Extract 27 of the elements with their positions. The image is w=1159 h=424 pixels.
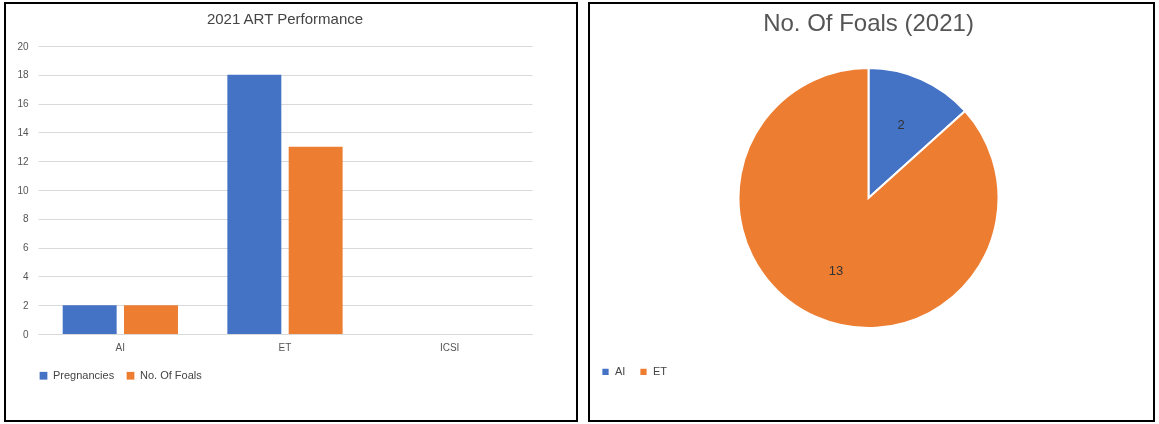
y-tick-label: 6 xyxy=(22,242,29,254)
x-tick-label: ICSI xyxy=(439,341,460,353)
bar xyxy=(124,305,178,334)
y-tick-label: 2 xyxy=(22,299,29,311)
y-tick-label: 12 xyxy=(17,155,29,167)
pie-slice xyxy=(737,67,1000,329)
y-tick-label: 0 xyxy=(22,328,29,340)
bar xyxy=(227,74,282,334)
x-tick-label: ET xyxy=(278,341,292,353)
chart-title: 2021 ART Performance xyxy=(206,10,364,27)
data-label: 13 xyxy=(828,263,844,279)
data-label: 2 xyxy=(897,116,905,132)
y-tick-label: 14 xyxy=(17,126,29,138)
legend-label: AI xyxy=(615,364,626,377)
chart-title: No. Of Foals (2021) xyxy=(763,9,974,36)
y-tick-label: 16 xyxy=(17,98,29,110)
legend-label: No. Of Foals xyxy=(140,368,203,381)
y-tick-label: 10 xyxy=(17,184,29,196)
legend-label: Pregnancies xyxy=(53,368,115,381)
x-tick-label: AI xyxy=(115,341,126,353)
y-tick-label: 8 xyxy=(22,213,29,225)
bar xyxy=(62,305,117,334)
y-tick-label: 20 xyxy=(17,40,29,52)
y-tick-label: 4 xyxy=(22,270,29,282)
bar xyxy=(288,146,343,334)
legend-label: ET xyxy=(653,364,668,377)
y-tick-label: 18 xyxy=(17,69,29,81)
